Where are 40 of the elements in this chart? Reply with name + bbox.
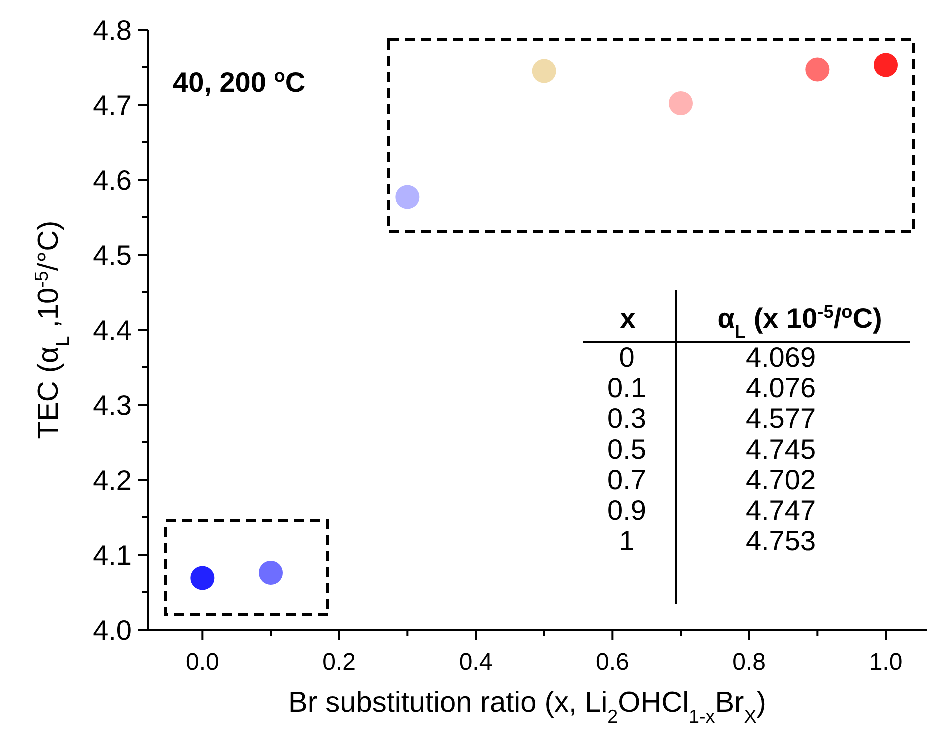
y-tick-label: 4.2 [93,465,132,496]
point [190,566,215,590]
x-tick-label: 1.0 [869,649,903,676]
category-label: 1 [619,526,635,557]
annotation: 40, 200 $^{o}$C [173,66,306,98]
y-tick-label: 4.3 [93,390,132,421]
category-label: 0.3 [608,403,646,434]
y-tick-label: 4.7 [93,90,132,121]
point [806,58,830,82]
y-tick-label: 4.6 [93,165,132,196]
x-tick-label: 0.8 [732,649,766,676]
data-label: 4.577 [746,403,816,434]
data-label: 4.076 [746,372,816,404]
category-label: 0.1 [608,372,646,404]
category-label: 0.7 [608,464,646,496]
point [396,185,420,210]
data-label: 4.069 [746,342,816,373]
point [874,53,898,78]
y-tick-label: 4.1 [93,540,132,571]
text: x [620,303,636,334]
category-label: 0 [619,342,635,373]
x-axis-title: Br substitution ratio (x, Li$_{2}$OHCl$_{1-x}$Br$_{X}$) [288,687,766,726]
point [669,92,693,116]
data-label: 4.745 [746,434,816,465]
point [259,561,283,585]
point [532,59,556,84]
x-tick-label: 0.2 [322,649,356,676]
y-tick-label: 4.0 [93,615,132,646]
category-label: 0.9 [608,495,646,526]
category-label: 0.5 [608,434,646,465]
x-tick-label: 0.6 [596,649,630,676]
y-tick-label: 4.8 [93,15,132,46]
data-label: 4.702 [746,464,816,496]
data-label: 4.753 [746,526,816,557]
y-tick-label: 4.5 [93,240,132,271]
x-tick-label: 0.0 [186,649,220,676]
y-tick-label: 4.4 [93,315,132,346]
x-tick-label: 0.4 [459,649,493,676]
data-label: 4.747 [746,495,816,526]
text: α$_{L}$ (x 10$^{-5}$/$^{o}$C) [718,302,882,342]
